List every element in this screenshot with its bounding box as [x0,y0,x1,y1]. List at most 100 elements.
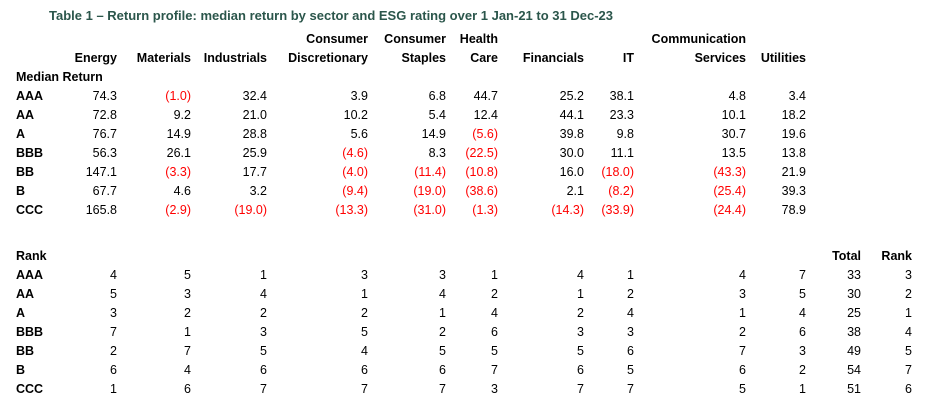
empty-cell [584,68,634,87]
empty-cell [498,68,584,87]
esg-rating-label: AAA [16,89,44,103]
rank-value: 2 [799,363,806,377]
median-value: 14.9 [421,127,446,141]
median-value: 165.8 [85,203,117,217]
median-value: (4.6) [342,146,368,160]
rank-value: 4 [577,268,584,282]
esg-rating-label: AA [16,287,35,301]
median-value: (24.4) [713,203,746,217]
rank-value: 2 [110,344,117,358]
empty-cell [746,247,806,266]
rank-value: 4 [627,306,634,320]
total-value: 54 [847,363,861,377]
sector-header-line1 [746,30,806,49]
rank-value: 2 [491,287,498,301]
rank-value: 5 [627,363,634,377]
rank-value: 7 [799,268,806,282]
total-value: 30 [847,287,861,301]
rank-value: 6 [577,363,584,377]
esg-rating-label: B [16,184,26,198]
rank-value: 5 [577,344,584,358]
empty-cell [806,87,861,106]
rank-row: AA 5 3 4 1 4 2 1 2 3 5 30 2 [16,285,912,304]
rank-value: 6 [739,363,746,377]
empty-cell [634,247,746,266]
median-value: (11.4) [414,165,446,179]
median-value: 25.2 [559,89,584,103]
empty-cell [368,247,446,266]
median-value: 39.3 [781,184,806,198]
median-value: 44.7 [473,89,498,103]
esg-rating-label: AAA [16,268,44,282]
rank-value: 3 [799,344,806,358]
rank-value: 3 [577,325,584,339]
empty-cell [861,49,912,68]
overall-rank-value: 4 [905,325,912,339]
rank-value: 5 [799,287,806,301]
median-value: 9.2 [173,108,191,122]
rank-row: AAA 4 5 1 3 3 1 4 1 4 7 33 3 [16,266,912,285]
sector-header: Energy [74,51,117,65]
median-value: (4.0) [342,165,368,179]
rank-value: 3 [739,287,746,301]
rank-value: 5 [184,268,191,282]
median-value: (1.0) [165,89,191,103]
rank-row: B 6 4 6 6 6 7 6 5 6 2 54 7 [16,361,912,380]
rank-value: 6 [361,363,368,377]
median-value: 76.7 [92,127,117,141]
rank-column-header: Rank [881,249,912,263]
median-value: 44.1 [559,108,584,122]
rank-section-label: Rank [16,249,47,263]
rank-value: 7 [361,382,368,396]
rank-value: 1 [361,287,368,301]
rank-value: 1 [110,382,117,396]
median-return-row: A 76.7 14.9 28.8 5.6 14.9 (5.6) 39.8 9.8 30.7 19.6 [16,125,912,144]
median-value: (10.8) [465,165,498,179]
empty-cell [861,87,912,106]
median-value: (25.4) [713,184,746,198]
median-value: 5.6 [350,127,368,141]
sector-header-line1: Health [459,32,498,46]
median-value: 39.8 [559,127,584,141]
rank-value: 7 [184,344,191,358]
median-return-row: BBB 56.3 26.1 25.9 (4.6) 8.3 (22.5) 30.0 11.1 13.… [16,144,912,163]
rank-value: 3 [439,268,446,282]
esg-rating-label: BB [16,165,35,179]
median-value: 74.3 [92,89,117,103]
sector-header-line1: Communication [651,32,746,46]
rank-value: 3 [184,287,191,301]
total-value: 25 [847,306,861,320]
corner-cell [16,30,70,49]
median-value: (8.2) [608,184,634,198]
rank-value: 5 [739,382,746,396]
rank-value: 4 [361,344,368,358]
median-value: 72.8 [92,108,117,122]
rank-value: 7 [260,382,267,396]
median-value: 10.2 [343,108,368,122]
median-value: 13.5 [721,146,746,160]
overall-rank-value: 1 [905,306,912,320]
rank-value: 5 [110,287,117,301]
rank-value: 4 [439,287,446,301]
esg-rating-label: A [16,127,26,141]
empty-cell [861,144,912,163]
median-value: (2.9) [165,203,191,217]
total-value: 49 [847,344,861,358]
rank-row: BB 2 7 5 4 5 5 5 6 7 3 49 5 [16,342,912,361]
median-return-row: AAA 74.3 (1.0) 32.4 3.9 6.8 44.7 25.2 38.1 4.8 3.4 [16,87,912,106]
median-value: (33.9) [601,203,634,217]
median-value: 17.7 [242,165,267,179]
corner-cell [16,49,70,68]
empty-cell [70,247,117,266]
median-value: (13.3) [335,203,368,217]
rank-row: CCC 1 6 7 7 7 3 7 7 5 1 51 6 [16,380,912,399]
empty-cell [117,68,191,87]
rank-value: 4 [184,363,191,377]
rank-value: 2 [361,306,368,320]
median-value: (5.6) [472,127,498,141]
empty-cell [267,68,368,87]
sector-header-line1: Consumer [384,32,446,46]
median-value: 67.7 [92,184,117,198]
rank-value: 1 [627,268,634,282]
